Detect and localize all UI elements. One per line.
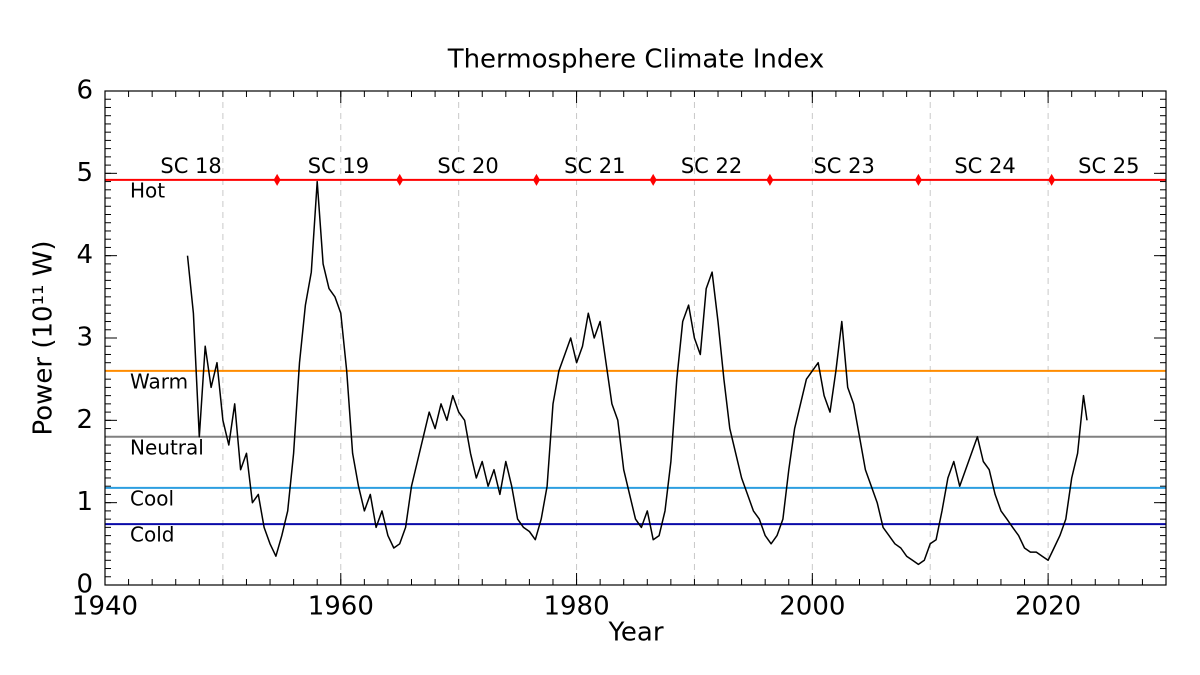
- level-label: Neutral: [130, 435, 204, 459]
- y-tick-label: 5: [76, 158, 93, 188]
- cycle-marker: [766, 173, 774, 186]
- cycle-label: SC 21: [564, 154, 625, 178]
- cycle-label: SC 25: [1078, 154, 1139, 178]
- cycle-label: SC 22: [681, 154, 742, 178]
- x-tick-label: 1940: [72, 592, 138, 622]
- x-tick-label: 1960: [308, 592, 374, 622]
- y-tick-label: 2: [76, 405, 93, 435]
- level-label: Cold: [130, 523, 174, 547]
- level-label: Cool: [130, 486, 174, 510]
- cycle-marker: [649, 173, 657, 186]
- cycle-label: SC 18: [160, 154, 221, 178]
- y-tick-label: 6: [76, 76, 93, 106]
- level-label: Warm: [130, 369, 188, 393]
- x-tick-label: 2020: [1015, 592, 1081, 622]
- data-line: [186, 180, 1088, 566]
- x-tick-label: 1980: [543, 592, 609, 622]
- x-tick-label: 2000: [779, 592, 845, 622]
- cycle-marker: [273, 173, 281, 186]
- plot-frame: [104, 90, 1167, 586]
- cycle-marker: [396, 173, 404, 186]
- cycle-label: SC 19: [308, 154, 369, 178]
- cycle-label: SC 20: [437, 154, 498, 178]
- level-label: Hot: [130, 178, 165, 202]
- cycle-label: SC 24: [954, 154, 1015, 178]
- chart-title: Thermosphere Climate Index: [447, 45, 825, 75]
- cycle-marker: [532, 173, 540, 186]
- y-tick-label: 1: [76, 487, 93, 517]
- cycle-label: SC 23: [813, 154, 874, 178]
- y-tick-label: 4: [76, 240, 93, 270]
- cycle-marker: [1048, 173, 1056, 186]
- y-axis-label: Power (10¹¹ W): [29, 240, 59, 435]
- cycle-marker: [914, 173, 922, 186]
- x-axis-label: Year: [607, 618, 663, 648]
- y-tick-label: 0: [76, 570, 93, 600]
- y-tick-label: 3: [76, 323, 93, 353]
